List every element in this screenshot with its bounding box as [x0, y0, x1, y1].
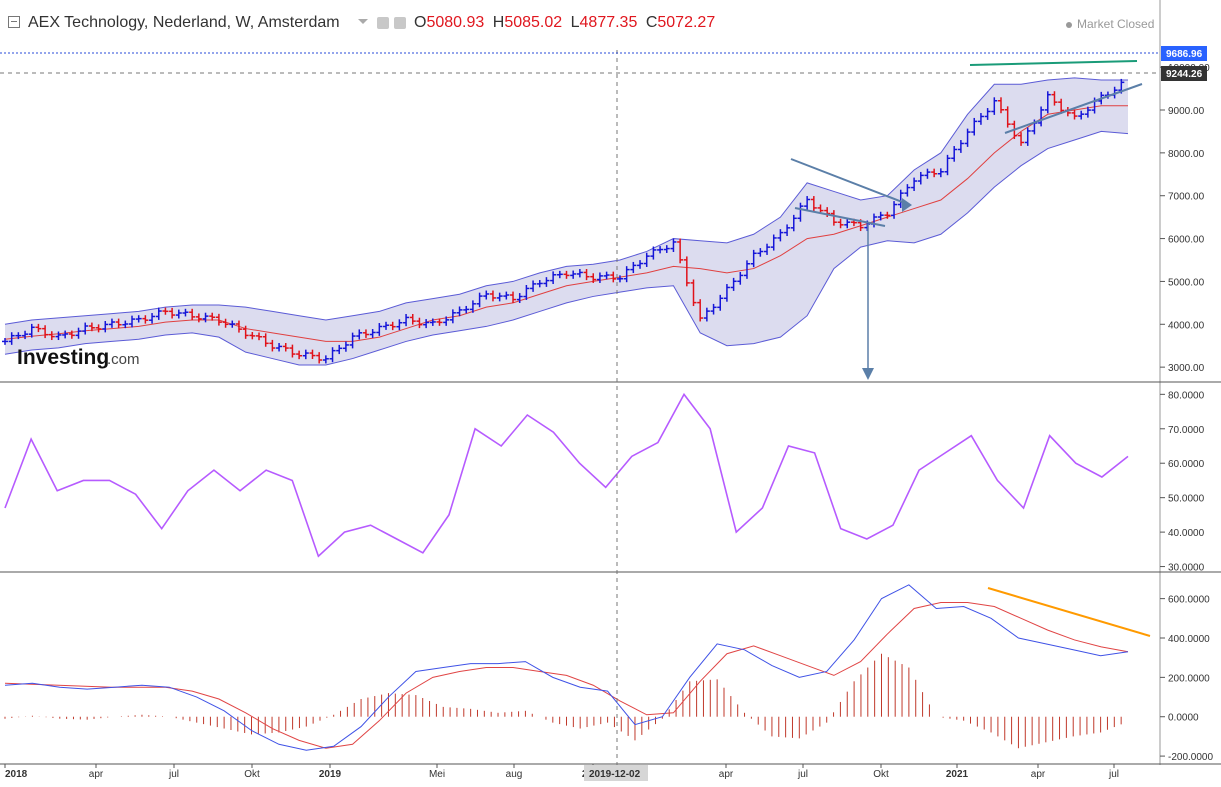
channel-arrow-icon: [902, 198, 912, 212]
x-tick-label: 2021: [946, 769, 969, 780]
upper-band-line: [4, 77, 1128, 325]
x-tick-label: Mei: [429, 769, 445, 780]
divergence-trendline: [987, 587, 1151, 637]
ref-price-tag: [1161, 66, 1207, 81]
lower-band-line: [4, 130, 1129, 366]
market-status: Market Closed: [1077, 17, 1155, 31]
trendlines[interactable]: [790, 60, 1151, 637]
crosshair-date-box: [584, 765, 648, 781]
x-tick-label: 2018: [5, 769, 28, 780]
x-tick-label: 2019: [319, 769, 342, 780]
y-tick-label: 6000.00: [1168, 235, 1205, 246]
y-tick-label: 7000.00: [1168, 192, 1205, 203]
y-tick-label: 8000.00: [1168, 149, 1205, 160]
resistance-trendline: [969, 60, 1138, 66]
open-value: 5080.93: [426, 14, 485, 31]
x-tick-label: jul: [797, 769, 808, 780]
ref-price-tag-text: 9244.26: [1166, 69, 1203, 80]
y-tick-label: 40.0000: [1168, 528, 1205, 539]
y-tick-label: 400.0000: [1168, 634, 1210, 645]
x-tick-label: apr: [89, 769, 104, 780]
investing-logo-suffix: .com: [107, 351, 140, 368]
target-arrow-icon: [862, 368, 874, 380]
y-tick-label: 5000.00: [1168, 277, 1205, 288]
x-tick-label: jul: [168, 769, 179, 780]
last-price-tag: [1161, 46, 1207, 61]
x-tick-label: apr: [719, 769, 734, 780]
high-label: H: [492, 14, 505, 31]
x-tick-label: Okt: [873, 769, 889, 780]
y-tick-label: 600.0000: [1168, 595, 1210, 606]
close-label: C: [645, 14, 658, 31]
open-label: O: [414, 14, 427, 31]
y-tick-label: 80.0000: [1168, 390, 1205, 401]
x-tick-label: Okt: [244, 769, 260, 780]
x-axis: 2018aprjulOkt2019Meiaug2020aprjulOkt2021…: [4, 764, 1119, 780]
collapse-icon[interactable]: [8, 16, 20, 28]
support-trendline: [1004, 83, 1143, 134]
rsi-panel: 30.0000 40.0000 50.0000 60.0000 70.0000 80.00…: [4, 390, 1205, 574]
price-axis: 3000.00 4000.00 5000.00 6000.00 7000.00 8000.…: [1160, 63, 1210, 374]
x-tick-label: aug: [506, 769, 523, 780]
channel-lower-trendline: [794, 207, 886, 227]
x-tick-label: jul: [1108, 769, 1119, 780]
bollinger-bands: [4, 77, 1129, 366]
y-tick-label: 200.0000: [1168, 673, 1210, 684]
signal-line: [4, 602, 1129, 749]
y-tick-label: -200.0000: [1168, 752, 1213, 763]
macd-panel: -200.0000 0.0000 200.0000 400.0000 600.0000: [4, 584, 1213, 763]
y-tick-label: 4000.00: [1168, 320, 1205, 331]
chart-title: AEX Technology, Nederland, W, Amsterdam: [28, 14, 340, 31]
chart-header: AEX Technology, Nederland, W, Amsterdam …: [0, 0, 1160, 50]
macd-line: [4, 584, 1129, 751]
rsi-line: [4, 392, 1129, 558]
y-tick-label: 50.0000: [1168, 494, 1205, 505]
market-status-dot-icon: [1066, 22, 1072, 28]
crosshair-date-label: 2019-12-02: [589, 769, 641, 780]
y-tick-label: 70.0000: [1168, 425, 1205, 436]
low-label: L: [570, 14, 580, 31]
close-icon[interactable]: [394, 17, 406, 29]
channel-upper-trendline: [790, 158, 911, 206]
last-price-tag-text: 9686.96: [1166, 49, 1203, 60]
y-tick-label: 3000.00: [1168, 363, 1205, 374]
close-value: 5072.27: [657, 14, 716, 31]
bollinger-band-fill: [5, 77, 1128, 365]
investing-logo: Investing: [17, 346, 109, 369]
y-tick-label: 9000.00: [1168, 106, 1205, 117]
low-value: 4877.35: [579, 14, 638, 31]
high-value: 5085.02: [504, 14, 563, 31]
settings-icon[interactable]: [377, 17, 389, 29]
y-tick-label: 60.0000: [1168, 459, 1205, 470]
y-tick-label: 0.0000: [1168, 713, 1199, 724]
x-tick-label: apr: [1031, 769, 1046, 780]
y-tick-label: 30.0000: [1168, 563, 1205, 574]
chevron-down-icon[interactable]: [358, 19, 368, 24]
